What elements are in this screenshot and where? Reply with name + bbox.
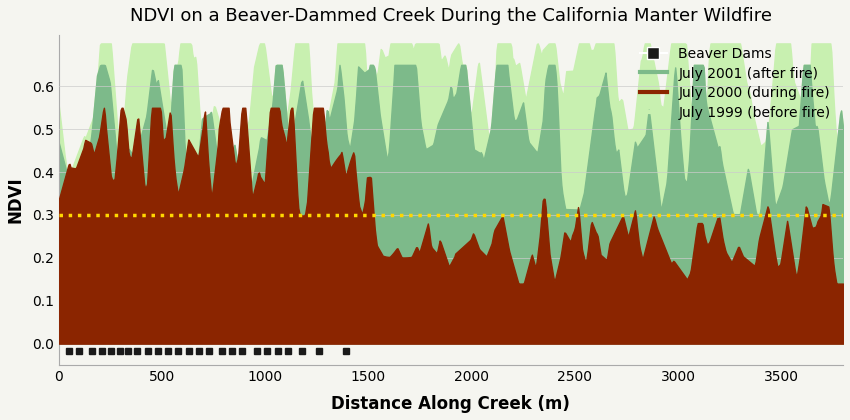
X-axis label: Distance Along Creek (m): Distance Along Creek (m) bbox=[332, 395, 570, 413]
Legend: Beaver Dams, July 2001 (after fire), July 2000 (during fire), July 1999 (before : Beaver Dams, July 2001 (after fire), Jul… bbox=[634, 42, 836, 126]
Y-axis label: NDVI: NDVI bbox=[7, 177, 25, 223]
Title: NDVI on a Beaver-Dammed Creek During the California Manter Wildfire: NDVI on a Beaver-Dammed Creek During the… bbox=[130, 7, 772, 25]
